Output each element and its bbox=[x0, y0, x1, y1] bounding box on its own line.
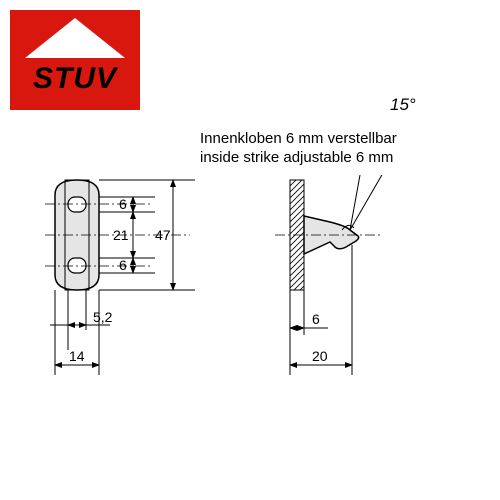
dim-overall-depth: 20 bbox=[312, 348, 328, 364]
technical-drawing: 6 21 6 47 5,2 14 bbox=[35, 175, 465, 435]
drawing-svg: 6 21 6 47 5,2 14 bbox=[35, 175, 465, 465]
dim-base-thk: 6 bbox=[312, 311, 320, 327]
angle-dimension: 15° bbox=[390, 95, 416, 115]
dim-top-slot: 6 bbox=[119, 196, 127, 212]
side-view: 6 20 bbox=[275, 175, 405, 375]
brand-logo: STUV bbox=[10, 10, 140, 110]
logo-text: STUV bbox=[10, 62, 140, 96]
dim-slot-w: 5,2 bbox=[93, 309, 113, 325]
front-view: 6 21 6 47 5,2 14 bbox=[45, 180, 195, 375]
dim-overall-w: 14 bbox=[69, 348, 85, 364]
dim-center-gap: 21 bbox=[113, 227, 129, 243]
logo-triangle-icon bbox=[25, 18, 125, 58]
caption-line-en: inside strike adjustable 6 mm bbox=[200, 149, 397, 168]
caption-block: Innenkloben 6 mm verstellbar inside stri… bbox=[200, 130, 397, 168]
dim-overall-h: 47 bbox=[155, 227, 171, 243]
caption-line-de: Innenkloben 6 mm verstellbar bbox=[200, 130, 397, 149]
dim-bottom-slot: 6 bbox=[119, 257, 127, 273]
